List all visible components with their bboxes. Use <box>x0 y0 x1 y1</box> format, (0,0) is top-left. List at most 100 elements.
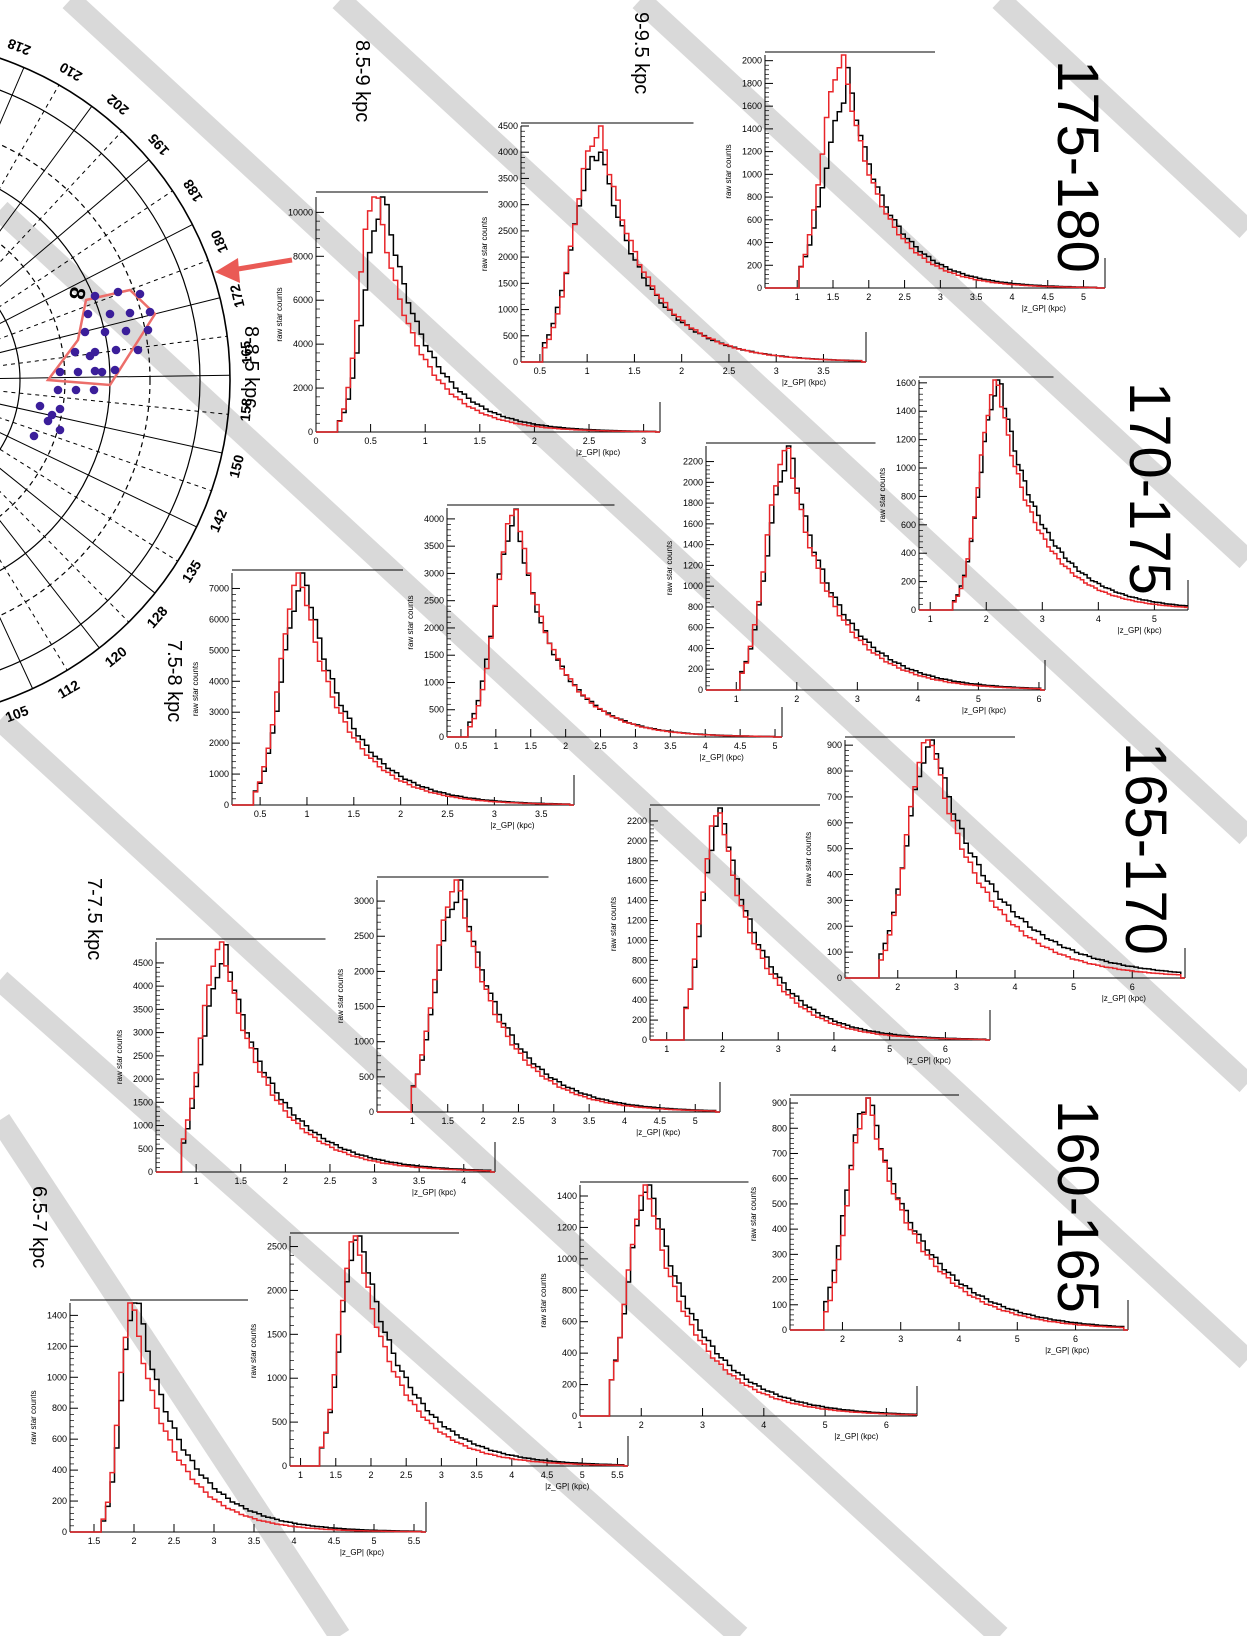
x-tick-label: 5 <box>1071 982 1076 992</box>
histogram-p_170_hi: 0 200 400 600 800 1000 1200 1400 1600 1 2 3 4 5 raw st… <box>878 376 1189 635</box>
map-spoke <box>0 374 230 379</box>
x-tick-label: 1.5 <box>441 1116 454 1126</box>
series-black <box>156 944 495 1173</box>
y-tick-label: 800 <box>827 766 842 776</box>
y-tick-label: 7000 <box>209 583 229 593</box>
distance-label-6.5-7: 6.5-7 kpc <box>28 1186 50 1268</box>
y-tick-label: 0 <box>148 1167 153 1177</box>
y-tick-label: 200 <box>562 1380 577 1390</box>
x-tick-label: 1 <box>664 1044 669 1054</box>
y-tick-label: 1600 <box>683 519 703 529</box>
y-tick-label: 600 <box>632 975 647 985</box>
map-ring-3 <box>0 188 111 572</box>
y-tick-label: 1000 <box>627 935 647 945</box>
y-tick-label: 800 <box>901 491 916 501</box>
x-tick-label: 1 <box>493 741 498 751</box>
x-tick-label: 3 <box>898 1334 903 1344</box>
x-tick-label: 4.5 <box>541 1470 554 1480</box>
x-tick-label: 4.5 <box>734 741 747 751</box>
histogram-p_165_hi: 0 100 200 300 400 500 600 700 800 900 2 3 4 5 6 raw sta… <box>804 736 1186 1003</box>
x-tick-label: 5 <box>1152 614 1157 624</box>
x-tick-label: 1.5 <box>524 741 537 751</box>
y-tick-label: 1500 <box>498 278 518 288</box>
y-tick-label: 100 <box>772 1300 787 1310</box>
map-dot <box>135 289 145 299</box>
series-red <box>156 941 495 1173</box>
y-tick-label: 600 <box>562 1317 577 1327</box>
map-spoke <box>0 84 60 189</box>
x-tick-label: 1 <box>585 366 590 376</box>
x-tick-label: 1.5 <box>474 436 487 446</box>
distance-label-7.5-8: 7.5-8 kpc <box>163 640 185 722</box>
y-tick-label: 900 <box>772 1098 787 1108</box>
y-tick-label: 1000 <box>209 769 229 779</box>
x-tick-label: 6 <box>1073 1334 1078 1344</box>
pointer-arrow-line <box>231 257 293 273</box>
series-black <box>845 739 1185 979</box>
x-tick-label: 3 <box>774 366 779 376</box>
map-spoke <box>0 467 156 594</box>
y-axis-label: raw star counts <box>804 832 813 886</box>
y-tick-label: 0 <box>308 427 313 437</box>
y-tick-label: 400 <box>52 1465 67 1475</box>
y-tick-label: 200 <box>688 664 703 674</box>
x-tick-label: 0.5 <box>534 366 547 376</box>
map-grid <box>0 57 231 703</box>
x-tick-label: 2.5 <box>723 366 736 376</box>
y-tick-label: 5000 <box>209 645 229 655</box>
y-axis-label: raw star counts <box>29 1390 38 1444</box>
y-tick-label: 1400 <box>557 1191 577 1201</box>
histogram-p_160_7: 0 200 400 600 800 1000 1200 1400 1.5 2 2.5 3 3.5 4 4.5… <box>29 1299 427 1557</box>
x-tick-label: 3 <box>700 1420 705 1430</box>
x-tick-label: 4.5 <box>1041 292 1054 302</box>
y-tick-label: 6000 <box>293 295 313 305</box>
y-tick-label: 1800 <box>683 498 703 508</box>
selected-region-outline <box>45 288 157 387</box>
angle-label-158: 158 <box>237 397 255 422</box>
x-tick-label: 3 <box>954 982 959 992</box>
longitude-label-175-180: 175-180 <box>1045 60 1110 273</box>
y-axis-label: raw star counts <box>878 468 887 522</box>
map-dot <box>100 327 110 337</box>
x-tick-label: 2 <box>984 614 989 624</box>
map-dot <box>113 287 123 297</box>
y-tick-label: 2200 <box>627 816 647 826</box>
band-stripe-0 <box>632 0 1247 569</box>
map-spoke <box>0 190 173 307</box>
y-tick-label: 0 <box>513 357 518 367</box>
map-dot <box>121 326 131 336</box>
y-tick-label: 2500 <box>424 596 444 606</box>
series-red <box>790 1097 1128 1331</box>
series-red <box>580 1184 917 1417</box>
y-tick-label: 4000 <box>209 676 229 686</box>
x-tick-label: 2 <box>368 1470 373 1480</box>
x-axis-label: |z_GP| (kpc) <box>490 821 535 830</box>
x-axis-label: |z_GP| (kpc) <box>636 1128 681 1137</box>
map-outer-ring <box>0 57 231 703</box>
x-tick-label: 2.5 <box>168 1536 181 1546</box>
y-tick-label: 600 <box>52 1434 67 1444</box>
series-red <box>650 812 990 1041</box>
x-axis-label: |z_GP| (kpc) <box>1102 994 1147 1003</box>
y-tick-label: 400 <box>747 238 762 248</box>
map-dot <box>80 327 90 337</box>
x-tick-label: 1.5 <box>88 1536 101 1546</box>
y-tick-label: 1000 <box>133 1121 153 1131</box>
map-dot <box>105 309 115 319</box>
x-tick-label: 4 <box>761 1420 766 1430</box>
x-tick-label: 3 <box>372 1176 377 1186</box>
series-black <box>70 1302 426 1533</box>
histogram-p_165_85: 0200400600800100012001400160018002000220… <box>609 804 991 1065</box>
y-tick-label: 0 <box>62 1527 67 1537</box>
y-tick-label: 1200 <box>683 560 703 570</box>
x-tick-label: 5 <box>887 1044 892 1054</box>
x-tick-label: 2.5 <box>594 741 607 751</box>
angle-label-218: 218 <box>5 35 33 58</box>
map-ring-5 <box>0 89 201 671</box>
x-tick-label: 2 <box>532 436 537 446</box>
x-axis-label: |z_GP| (kpc) <box>1022 304 1067 313</box>
x-tick-label: 3 <box>633 741 638 751</box>
x-tick-label: 2 <box>639 1420 644 1430</box>
